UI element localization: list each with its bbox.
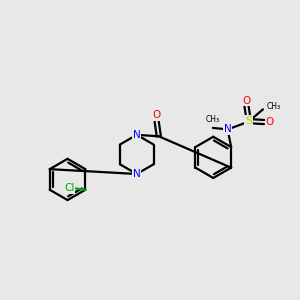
Text: O: O <box>152 110 160 120</box>
Text: N: N <box>224 124 232 134</box>
Text: N: N <box>133 130 141 140</box>
Text: S: S <box>245 116 252 126</box>
Text: CH₃: CH₃ <box>205 116 219 124</box>
Text: Cl: Cl <box>64 183 74 193</box>
Text: O: O <box>265 117 274 127</box>
Text: O: O <box>242 95 250 106</box>
Text: CH₃: CH₃ <box>266 102 280 111</box>
Text: N: N <box>133 169 141 179</box>
